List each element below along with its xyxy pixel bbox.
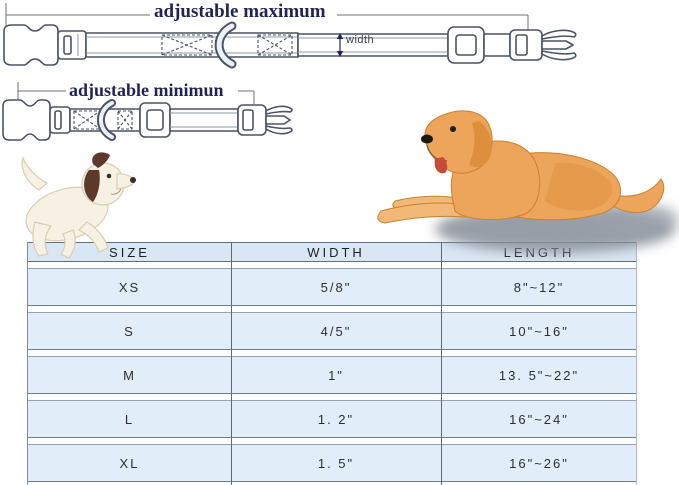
dog-front-leg [392,195,464,210]
size-cell: L [124,411,135,427]
column-header-length: LENGTH [503,244,575,260]
collar-diagram-max [3,3,577,69]
dog-hip-shading [545,162,613,211]
width-cell: 1. 5" [317,455,355,471]
length-cell: 13. 5"~22" [498,367,580,383]
length-cell: 10"~16" [509,323,569,339]
width-arrow-icon [336,33,344,57]
width-cell: 5/8" [320,279,352,295]
column-header-size: SIZE [109,244,150,260]
size-cell: XL [119,455,140,471]
adjustable-maximum-label: adjustable maximum [154,1,326,22]
adjustable-minimum-label: adjustable minimun [69,80,224,100]
buckle-female-icon [2,99,71,141]
size-cell: M [123,367,136,383]
dog-hindquarters [499,152,621,221]
length-cell: 16"~26" [509,455,569,471]
puppy-tail [21,156,49,191]
puppy-muzzle [116,173,136,190]
buckle-male-icon [237,104,293,136]
table-row-l: L 1. 2" 16"~24" [28,400,636,438]
length-cell: 16"~24" [509,411,569,427]
puppy-ear-up [92,152,110,168]
table-column-divider [231,242,232,485]
dog-shadow [595,203,679,235]
table-header-row: SIZE WIDTH LENGTH [28,242,636,262]
dog-chest-body [450,140,541,221]
collar-diagram-min [2,82,293,141]
strap-long-icon [169,108,239,132]
width-cell: 1" [328,367,344,383]
table-column-divider [441,242,442,485]
large-dog-illustration [377,110,679,253]
strap-long-icon [297,33,449,57]
puppy-ear-side [84,170,100,202]
strap-stitched-icon [85,32,299,58]
puppy-eye [106,173,112,179]
dog-front-leg [377,202,466,224]
dog-eye [450,126,456,132]
dog-ear [469,121,492,168]
dog-mouth [426,144,448,162]
column-header-width: WIDTH [307,244,365,260]
puppy-mouth [110,188,122,195]
length-cell: 8"~12" [513,279,565,295]
width-cell: 4/5" [320,323,352,339]
size-table: SIZE WIDTH LENGTH XS 5/8" 8"~12" S 4/5" … [27,242,637,485]
size-cell: S [124,323,135,339]
d-ring-icon [214,21,237,69]
width-label: width [346,34,375,46]
dog-tail [612,178,665,214]
dog-nose [421,134,433,144]
dog-head [424,110,493,174]
table-row-m: M 1" 13. 5"~22" [28,356,636,394]
puppy-nose [130,177,136,183]
slider-triglide-icon [139,102,171,138]
table-row-s: S 4/5" 10"~16" [28,312,636,350]
buckle-male-icon [509,29,577,61]
puppy-head [81,162,125,206]
dog-tongue [434,157,448,174]
size-cell: XS [118,279,141,295]
buckle-female-icon [3,24,87,66]
table-row-xl: XL 1. 5" 16"~26" [28,444,636,482]
min-measure-lines [17,82,255,104]
table-row-xs: XS 5/8" 8"~12" [28,268,636,306]
puppy-body [25,186,109,242]
width-cell: 1. 2" [317,411,355,427]
d-ring-icon [96,99,116,141]
slider-triglide-icon [447,26,511,64]
max-measure-lines [5,3,529,33]
